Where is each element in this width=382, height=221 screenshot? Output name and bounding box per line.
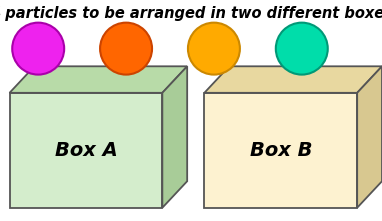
Text: Box B: Box B bbox=[249, 141, 312, 160]
Ellipse shape bbox=[276, 23, 328, 75]
Polygon shape bbox=[204, 93, 357, 208]
Polygon shape bbox=[10, 66, 187, 93]
Text: Box A: Box A bbox=[55, 141, 117, 160]
Ellipse shape bbox=[100, 23, 152, 75]
Ellipse shape bbox=[188, 23, 240, 75]
Polygon shape bbox=[162, 66, 187, 208]
Ellipse shape bbox=[12, 23, 64, 75]
Text: 4 particles to be arranged in two different boxes: 4 particles to be arranged in two differ… bbox=[0, 6, 382, 21]
Polygon shape bbox=[357, 66, 382, 208]
Polygon shape bbox=[204, 66, 382, 93]
Polygon shape bbox=[10, 93, 162, 208]
